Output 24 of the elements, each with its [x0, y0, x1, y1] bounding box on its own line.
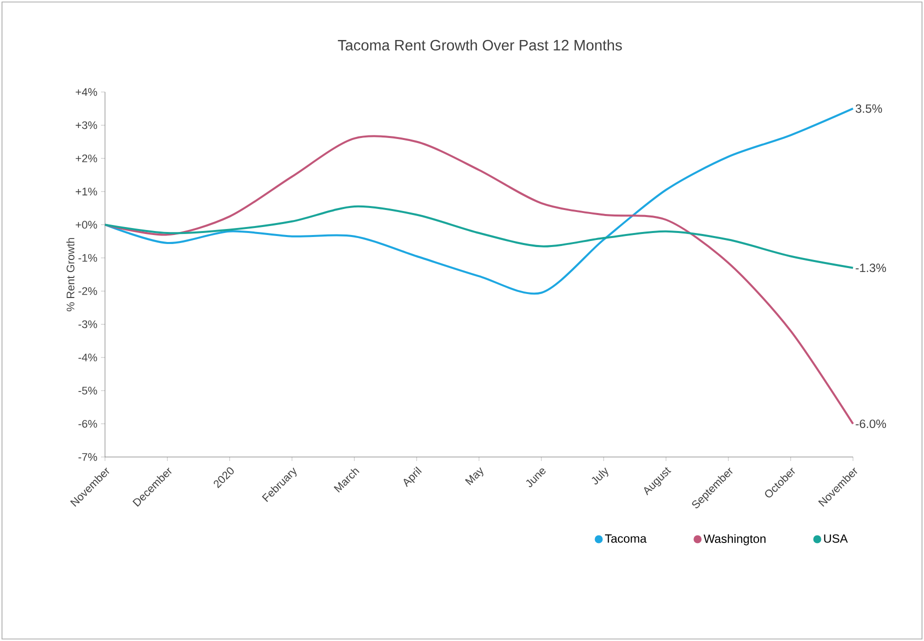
- data-label: 3.5%: [856, 104, 882, 113]
- y-tick-label: +3%: [76, 121, 98, 130]
- y-tick-label: -1%: [78, 254, 98, 262]
- y-tick-label: -5%: [78, 386, 98, 394]
- line-series: [104, 205, 854, 269]
- y-tick-label: -4%: [78, 354, 98, 362]
- y-tick-label: +2%: [76, 154, 98, 162]
- x-tick-label: July: [592, 468, 608, 484]
- line-series: [104, 108, 854, 294]
- legend-label: Washington: [704, 534, 766, 546]
- y-tick-label: -6%: [78, 420, 98, 428]
- y-tick-label: -2%: [78, 287, 98, 295]
- x-tick-label: May: [465, 467, 484, 486]
- y-tick-label: +4%: [76, 88, 98, 96]
- y-tick-label: -7%: [78, 453, 98, 461]
- y-axis-title: % Rent Growth: [66, 238, 74, 312]
- y-tick-label: +1%: [76, 188, 98, 196]
- y-tick-label: +0%: [76, 220, 98, 229]
- legend-label: Tacoma: [604, 534, 647, 543]
- legend-label: USA: [824, 534, 848, 543]
- y-tick-label: -3%: [78, 320, 98, 328]
- chart-title: Tacoma Rent Growth Over Past 12 Months: [338, 40, 622, 50]
- data-label: -1.3%: [856, 264, 886, 272]
- data-label: -6.0%: [856, 420, 886, 428]
